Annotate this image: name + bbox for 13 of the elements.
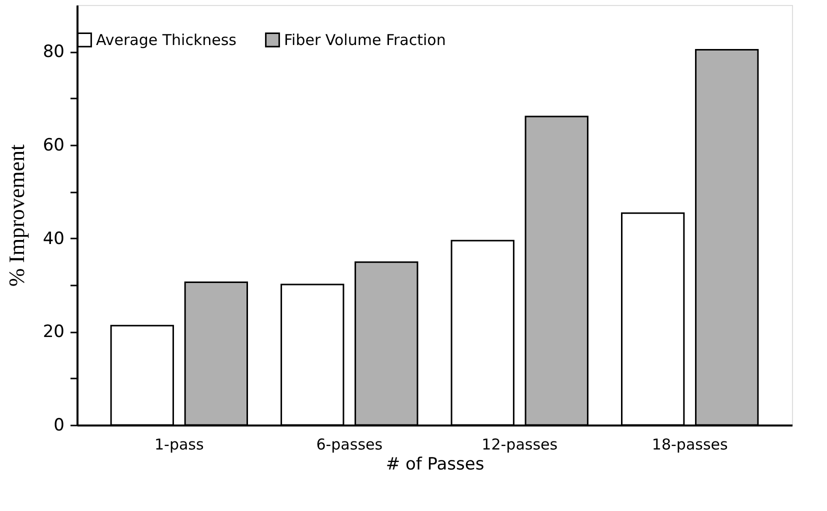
y-tick-label: 0 — [54, 416, 64, 436]
y-tick-label: 20 — [42, 322, 64, 342]
x-tick-label: 1-pass — [154, 436, 204, 454]
legend-label: Average Thickness — [96, 30, 237, 49]
x-tick-label: 12-passes — [482, 436, 558, 454]
x-tick-label: 6-passes — [316, 436, 383, 454]
y-axis-title: % Improvement — [4, 144, 29, 287]
y-tick-label: 80 — [42, 42, 64, 62]
y-tick-label: 40 — [42, 228, 64, 249]
y-tick-label: 60 — [42, 136, 64, 156]
x-axis-title: # of Passes — [386, 454, 484, 474]
x-tick-label: 18-passes — [652, 436, 728, 454]
legend-label: Fiber Volume Fraction — [284, 30, 446, 49]
